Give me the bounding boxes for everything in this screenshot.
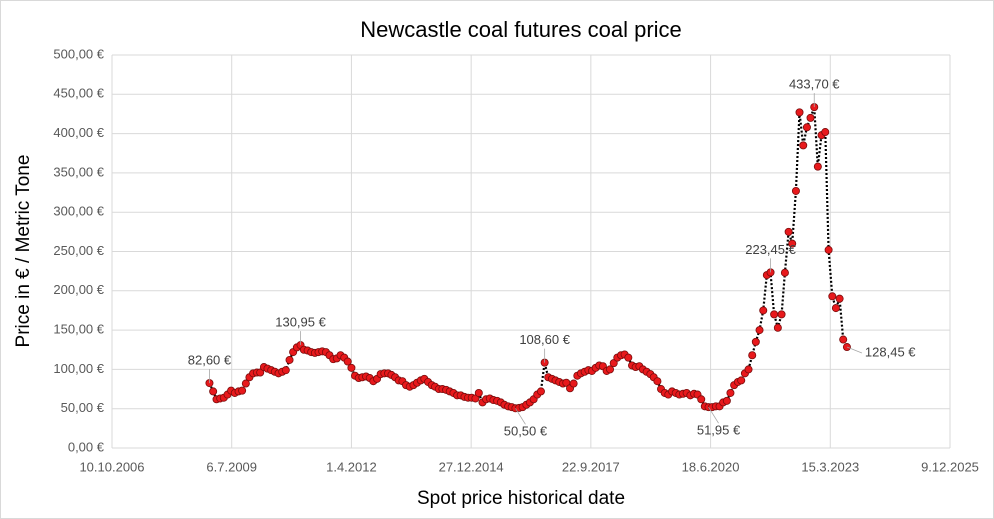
x-tick-label: 6.7.2009 bbox=[206, 459, 257, 474]
data-label: 50,50 € bbox=[504, 424, 548, 439]
data-point bbox=[835, 294, 844, 303]
data-point bbox=[474, 388, 483, 397]
y-tick-label: 300,00 € bbox=[53, 204, 104, 219]
data-point bbox=[209, 387, 218, 396]
data-point bbox=[624, 353, 633, 362]
data-point bbox=[726, 388, 735, 397]
data-point bbox=[722, 396, 731, 405]
data-point bbox=[285, 355, 294, 364]
y-tick-label: 50,00 € bbox=[61, 400, 105, 415]
data-point bbox=[788, 239, 797, 248]
data-point bbox=[256, 368, 265, 377]
data-label: 128,45 € bbox=[865, 344, 916, 359]
y-tick-label: 150,00 € bbox=[53, 322, 104, 337]
data-point bbox=[569, 379, 578, 388]
x-tick-label: 18.6.2020 bbox=[682, 459, 740, 474]
y-tick-label: 400,00 € bbox=[53, 125, 104, 140]
data-point bbox=[759, 306, 768, 315]
data-point bbox=[281, 366, 290, 375]
data-point bbox=[831, 304, 840, 313]
data-point bbox=[241, 379, 250, 388]
data-point bbox=[770, 310, 779, 319]
y-tick-label: 350,00 € bbox=[53, 164, 104, 179]
y-tick-label: 0,00 € bbox=[68, 439, 105, 454]
x-tick-label: 27.12.2014 bbox=[439, 459, 504, 474]
x-tick-label: 9.12.2025 bbox=[921, 459, 979, 474]
x-tick-label: 22.9.2017 bbox=[562, 459, 620, 474]
data-point bbox=[755, 326, 764, 335]
data-point bbox=[824, 245, 833, 254]
data-point bbox=[828, 292, 837, 301]
data-label: 223,45 € bbox=[745, 242, 796, 257]
data-point bbox=[748, 351, 757, 360]
data-point bbox=[343, 357, 352, 366]
data-point bbox=[777, 310, 786, 319]
data-point bbox=[813, 162, 822, 171]
data-point bbox=[609, 359, 618, 368]
data-point bbox=[737, 376, 746, 385]
y-tick-label: 200,00 € bbox=[53, 282, 104, 297]
label-leader bbox=[515, 408, 526, 425]
data-point bbox=[839, 335, 848, 344]
data-point bbox=[773, 323, 782, 332]
data-point bbox=[780, 268, 789, 277]
chart-title: Newcastle coal futures coal price bbox=[360, 17, 682, 42]
x-axis-title: Spot price historical date bbox=[417, 488, 625, 509]
data-point bbox=[791, 186, 800, 195]
x-tick-label: 15.3.2023 bbox=[801, 459, 859, 474]
data-label: 82,60 € bbox=[188, 353, 232, 368]
label-leader bbox=[846, 346, 863, 354]
data-point bbox=[784, 227, 793, 236]
data-point bbox=[238, 386, 247, 395]
data-point bbox=[536, 387, 545, 396]
data-point bbox=[799, 141, 808, 150]
y-axis-title: Price in € / Metric Tone bbox=[13, 155, 34, 348]
data-point bbox=[795, 108, 804, 117]
data-point bbox=[806, 113, 815, 122]
data-point bbox=[347, 363, 356, 372]
data-point bbox=[802, 123, 811, 132]
data-point bbox=[744, 365, 753, 374]
y-tick-label: 450,00 € bbox=[53, 86, 104, 101]
label-leader bbox=[708, 406, 719, 424]
y-tick-label: 500,00 € bbox=[53, 46, 104, 61]
x-tick-label: 1.4.2012 bbox=[326, 459, 377, 474]
y-tick-label: 100,00 € bbox=[53, 361, 104, 376]
data-label: 433,70 € bbox=[789, 77, 840, 92]
data-label: 130,95 € bbox=[275, 315, 326, 330]
data-point bbox=[653, 377, 662, 386]
data-point bbox=[751, 337, 760, 346]
data-point bbox=[606, 365, 615, 374]
data-point bbox=[697, 395, 706, 404]
data-point bbox=[821, 128, 830, 137]
data-label: 51,95 € bbox=[697, 423, 741, 438]
y-tick-label: 250,00 € bbox=[53, 243, 104, 258]
data-label: 108,60 € bbox=[519, 332, 570, 347]
x-tick-label: 10.10.2006 bbox=[79, 459, 144, 474]
